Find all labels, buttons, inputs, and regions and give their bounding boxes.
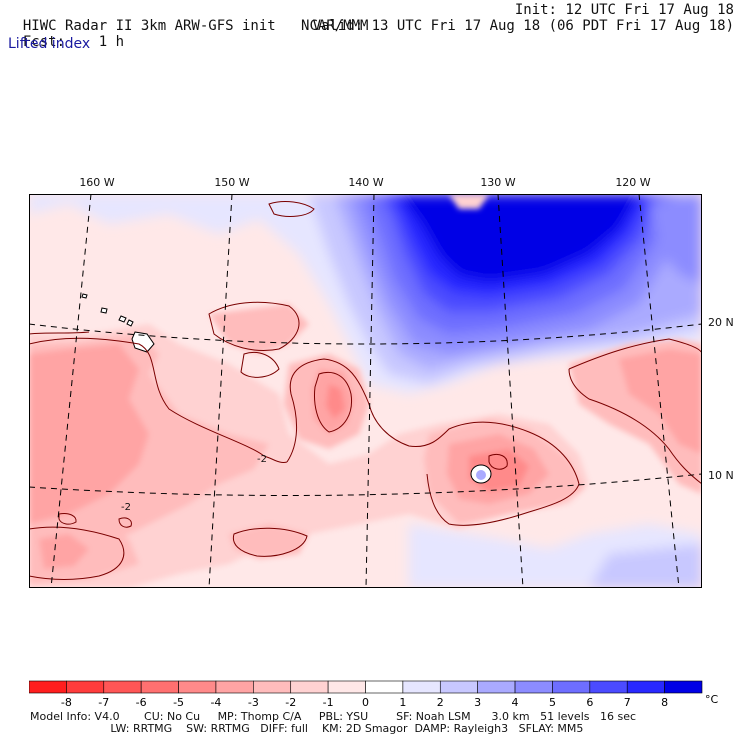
colorbar-swatch [215, 680, 254, 694]
contour-lines [29, 201, 702, 580]
hawaii-islands [81, 293, 155, 353]
colorbar-swatch [253, 680, 292, 694]
colorbar-swatch [327, 680, 366, 694]
colorbar-swatch [589, 680, 628, 694]
colorbar: -8 -7 -6 -5 -4 -3 -2 -1 0 1 2 3 4 5 6 7 8 °C [29, 680, 719, 709]
forecast-label: Fcst: [22, 34, 66, 50]
colorbar-tick-label: 6 [586, 696, 593, 709]
contour-label: -2 [257, 454, 267, 465]
graticule [29, 194, 702, 588]
colorbar-swatch [365, 680, 404, 694]
colorbar-tick-label: 2 [437, 696, 444, 709]
model-name: HIWC Radar II 3km ARW-GFS init [22, 18, 276, 34]
storm-core [470, 464, 492, 484]
colorbar-tick-label: -7 [98, 696, 109, 709]
colorbar-swatch [290, 680, 329, 694]
forecast-value: 1 h [98, 34, 125, 50]
colorbar-swatch [477, 680, 516, 694]
colorbar-swatch [178, 680, 217, 694]
forecast-hour: Fcst: 1 h [6, 18, 124, 50]
colorbar-tick-label: -3 [248, 696, 259, 709]
colorbar-swatch [514, 680, 553, 694]
model-info-line2: LW: RRTMG SW: RRTMG DIFF: full KM: 2D Sm… [30, 722, 584, 735]
lat-label-10n: 10 N [708, 469, 734, 482]
colorbar-tick-label: 8 [661, 696, 668, 709]
colorbar-tick-label: -1 [323, 696, 334, 709]
lon-label-140w: 140 W [348, 176, 384, 189]
stable-region [29, 194, 702, 588]
model-title: HIWC Radar II 3km ARW-GFS init NCAR/MMM [6, 2, 369, 34]
colorbar-swatch [552, 680, 591, 694]
colorbar-swatch [140, 680, 179, 694]
colorbar-tick-label: 4 [512, 696, 519, 709]
contour-label: -2 [121, 502, 131, 513]
lon-label-160w: 160 W [79, 176, 115, 189]
colorbar-swatch [439, 680, 478, 694]
colorbar-tick-label: -2 [285, 696, 296, 709]
colorbar-swatch [29, 680, 67, 694]
colorbar-tick-label: -4 [210, 696, 221, 709]
colorbar-tick-label: -8 [61, 696, 72, 709]
lat-label-20n: 20 N [708, 316, 734, 329]
colorbar-swatch [402, 680, 441, 694]
colorbar-swatch [626, 680, 665, 694]
lon-label-120w: 120 W [615, 176, 651, 189]
colorbar-tick-label: -5 [173, 696, 184, 709]
colorbar-tick-label: 5 [549, 696, 556, 709]
model-info-line1: Model Info: V4.0 CU: No Cu MP: Thomp C/A… [30, 710, 637, 723]
colorbar-tick-label: -6 [136, 696, 147, 709]
colorbar-tick-label: 0 [362, 696, 369, 709]
variable-label: Lifted index [8, 36, 91, 52]
colorbar-swatch [66, 680, 105, 694]
colorbar-swatch [664, 680, 703, 694]
map-frame [29, 194, 702, 588]
init-time: Init: 12 UTC Fri 17 Aug 18 [514, 2, 734, 18]
colorbar-swatch [103, 680, 142, 694]
lon-label-130w: 130 W [480, 176, 516, 189]
colorbar-tick-label: 3 [474, 696, 481, 709]
valid-time: Valid: 13 UTC Fri 17 Aug 18 (06 PDT Fri … [312, 18, 734, 34]
colorbar-unit: °C [705, 693, 719, 706]
lifted-index-map: -2 -2 [29, 194, 702, 588]
organization: NCAR/MMM [301, 18, 369, 34]
lon-label-150w: 150 W [214, 176, 250, 189]
colorbar-tick-label: 7 [624, 696, 631, 709]
colorbar-tick-label: 1 [399, 696, 406, 709]
